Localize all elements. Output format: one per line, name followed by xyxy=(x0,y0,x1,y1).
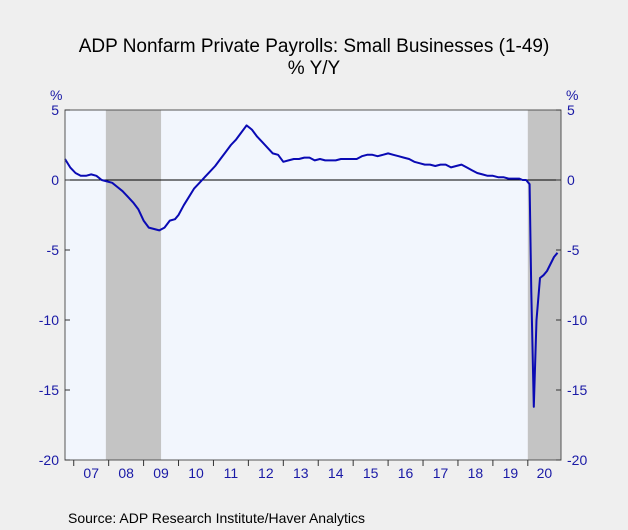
recession-band-2 xyxy=(527,110,561,460)
x-tick-label: 10 xyxy=(188,465,204,481)
x-tick-label: 13 xyxy=(293,465,309,481)
x-tick-label: 07 xyxy=(83,465,99,481)
x-tick-label: 12 xyxy=(258,465,274,481)
x-tick-label: 20 xyxy=(537,465,553,481)
x-tick-label: 17 xyxy=(433,465,449,481)
recession-band-1 xyxy=(105,110,162,460)
x-axis: 07 08 09 10 11 12 13 14 15 16 17 18 19 20 xyxy=(73,460,553,481)
y-tick-label-right: -10 xyxy=(567,312,587,328)
x-tick-label: 18 xyxy=(468,465,484,481)
y-axis-right: 5 0 -5 -10 -15 -20 xyxy=(556,102,587,468)
y-tick-label-left: 0 xyxy=(51,172,59,188)
chart-subtitle: % Y/Y xyxy=(288,58,341,79)
source-note: Source: ADP Research Institute/Haver Ana… xyxy=(68,510,365,526)
y-tick-label-right: -15 xyxy=(567,382,587,398)
x-tick-label: 08 xyxy=(118,465,134,481)
x-tick-label: 15 xyxy=(363,465,379,481)
y-tick-label-right: 5 xyxy=(567,102,575,118)
y-tick-label-right: -20 xyxy=(567,452,587,468)
y-tick-label-left: -10 xyxy=(39,312,59,328)
series-line xyxy=(64,124,559,408)
chart-title: ADP Nonfarm Private Payrolls: Small Busi… xyxy=(79,36,550,57)
y-tick-label-right: -5 xyxy=(567,242,580,258)
y-tick-label-left: 5 xyxy=(51,102,59,118)
y-tick-label-left: -20 xyxy=(39,452,59,468)
recession-bands xyxy=(105,110,561,460)
y-tick-label-left: -5 xyxy=(47,242,60,258)
x-tick-label: 14 xyxy=(328,465,344,481)
x-tick-label: 09 xyxy=(153,465,169,481)
x-tick-label: 19 xyxy=(503,465,519,481)
y-axis-unit-left: % xyxy=(50,87,62,103)
y-axis-left: 5 0 -5 -10 -15 -20 xyxy=(39,102,70,468)
y-axis-unit-right: % xyxy=(566,87,578,103)
x-tick-label: 16 xyxy=(398,465,414,481)
x-tick-label: 11 xyxy=(224,465,239,481)
y-tick-label-left: -15 xyxy=(39,382,59,398)
plot-frame xyxy=(64,109,562,461)
y-tick-label-right: 0 xyxy=(567,172,575,188)
